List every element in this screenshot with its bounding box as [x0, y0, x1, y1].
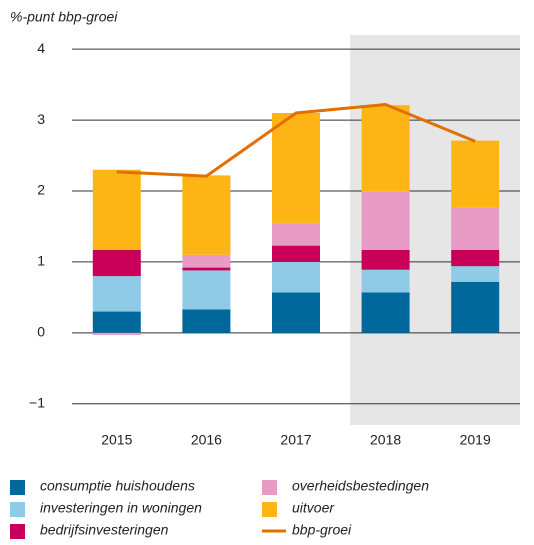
bar-segment	[451, 266, 500, 282]
legend-label: bbp-groei	[292, 522, 352, 538]
bar-segment	[272, 222, 320, 246]
x-tick-label: 2015	[101, 432, 132, 448]
y-axis-label: %-punt bbp-groei	[10, 9, 118, 25]
y-tick-label: −1	[29, 394, 45, 410]
legend-label: uitvoer	[292, 500, 335, 516]
bar-segment	[182, 175, 231, 255]
legend-swatch	[10, 502, 25, 517]
line-series	[116, 102, 476, 178]
bar-segment	[361, 292, 410, 333]
legend-swatch	[10, 480, 25, 495]
legend-swatch	[10, 524, 25, 539]
legend-label: investeringen in woningen	[40, 500, 202, 516]
x-tick-label: 2017	[280, 432, 311, 448]
bar-segment	[361, 249, 410, 270]
bar-segment	[451, 140, 500, 208]
legend-swatch	[262, 502, 277, 517]
bar-segment	[92, 276, 141, 312]
bar-segment	[272, 113, 320, 223]
bar-segment	[182, 309, 231, 333]
legend-label: consumptie huishoudens	[40, 478, 195, 494]
bar-segment	[182, 270, 231, 310]
bar-segment	[361, 191, 410, 250]
bar-segment	[451, 249, 500, 267]
y-tick-label: 1	[37, 253, 45, 269]
bar-segment	[451, 281, 500, 333]
bar-segment	[272, 292, 320, 333]
bar-segment	[92, 249, 141, 277]
legend-label: overheidsbestedingen	[292, 478, 429, 494]
x-tick-label: 2018	[370, 432, 401, 448]
bar-segment	[451, 207, 500, 250]
bar-segment	[272, 261, 320, 293]
bar-segment	[361, 105, 410, 192]
bar-segment	[361, 269, 410, 293]
x-tick-label: 2016	[191, 432, 222, 448]
y-tick-label: 0	[37, 324, 45, 340]
bar-segment	[92, 332, 141, 335]
legend-swatch	[262, 480, 277, 495]
y-tick-label: 3	[37, 111, 45, 127]
bar-segment	[182, 254, 231, 268]
bar-segment	[92, 311, 141, 333]
x-tick-label: 2019	[460, 432, 491, 448]
y-tick-label: 4	[37, 40, 45, 56]
bar-segment	[92, 169, 141, 250]
bar-segment	[272, 245, 320, 262]
y-tick-label: 2	[37, 182, 45, 198]
bar-segment	[182, 267, 231, 271]
legend-label: bedrijfsinvesteringen	[40, 522, 169, 538]
